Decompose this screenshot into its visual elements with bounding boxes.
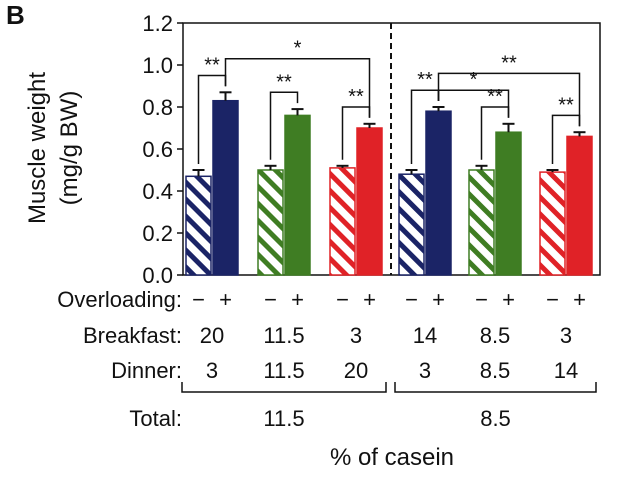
total-value: 8.5 xyxy=(480,406,511,431)
y-tick-label: 0.6 xyxy=(142,137,173,162)
bar-control xyxy=(468,169,495,276)
significance-bracket xyxy=(437,72,581,127)
y-tick-label: 0.0 xyxy=(142,263,173,288)
overloading-minus: − xyxy=(475,287,488,312)
dinner-value: 3 xyxy=(206,358,218,383)
bar-control xyxy=(329,167,356,276)
overloading-minus: − xyxy=(336,287,349,312)
significance-label: ** xyxy=(501,52,517,74)
bar-control xyxy=(257,169,284,276)
bar-overloaded xyxy=(566,135,593,276)
significance-bracket xyxy=(224,57,371,118)
significance-label: ** xyxy=(276,71,292,93)
bar-overloaded xyxy=(284,114,311,276)
total-bracket xyxy=(394,382,597,393)
bar-overloaded xyxy=(212,99,239,276)
significance-bracket xyxy=(269,91,299,160)
significance-label: ** xyxy=(204,55,220,77)
significance-label: ** xyxy=(487,86,503,108)
significance-label: ** xyxy=(348,86,364,108)
y-axis-title-line2: (mg/g BW) xyxy=(56,91,83,206)
x-axis-title: % of casein xyxy=(330,444,454,471)
significance-bracket xyxy=(480,106,510,160)
bar-overloaded xyxy=(356,127,383,276)
dinner-value: 20 xyxy=(344,358,368,383)
dinner-row-label: Dinner: xyxy=(111,358,182,383)
plot-area: 0.00.20.40.60.81.01.2− +203− +11.511.5− +32… xyxy=(142,11,601,431)
significance-bracket xyxy=(437,89,510,118)
y-axis-title-line1: Muscle weight xyxy=(24,72,51,224)
y-tick-label: 1.0 xyxy=(142,53,173,78)
y-tick-label: 1.2 xyxy=(142,11,173,36)
overloading-plus: + xyxy=(363,287,376,312)
overloading-plus: + xyxy=(573,287,586,312)
overloading-plus: + xyxy=(432,287,445,312)
breakfast-value: 3 xyxy=(560,323,572,348)
breakfast-value: 3 xyxy=(350,323,362,348)
y-tick-label: 0.2 xyxy=(142,221,173,246)
breakfast-value: 20 xyxy=(200,323,224,348)
breakfast-value: 11.5 xyxy=(263,323,304,348)
overloading-minus: − xyxy=(264,287,277,312)
total-row-label: Total: xyxy=(129,406,182,431)
significance-label: * xyxy=(294,38,302,60)
significance-label: * xyxy=(470,69,478,91)
bar-overloaded xyxy=(495,131,522,276)
breakfast-row-label: Breakfast: xyxy=(83,323,182,348)
overloading-minus: − xyxy=(192,287,205,312)
significance-bracket xyxy=(551,114,581,164)
bar-control xyxy=(539,171,566,276)
total-bracket xyxy=(181,382,387,393)
overloading-minus: − xyxy=(405,287,418,312)
bar-control xyxy=(185,175,212,276)
dinner-value: 14 xyxy=(554,358,578,383)
dinner-value: 3 xyxy=(419,358,431,383)
breakfast-value: 8.5 xyxy=(480,323,511,348)
overloading-minus: − xyxy=(546,287,559,312)
significance-label: ** xyxy=(558,94,574,116)
overloading-plus: + xyxy=(502,287,515,312)
significance-label: ** xyxy=(417,69,433,91)
total-value: 11.5 xyxy=(263,406,304,431)
overloading-row-label: Overloading: xyxy=(57,287,182,312)
y-tick-label: 0.8 xyxy=(142,95,173,120)
y-tick-label: 0.4 xyxy=(142,179,173,204)
dinner-value: 11.5 xyxy=(263,358,304,383)
bar-control xyxy=(398,173,425,276)
panel-label: B xyxy=(6,0,25,30)
breakfast-value: 14 xyxy=(413,323,437,348)
overloading-plus: + xyxy=(219,287,232,312)
bar-overloaded xyxy=(425,110,452,276)
dinner-value: 8.5 xyxy=(480,358,511,383)
significance-bracket xyxy=(341,106,371,160)
y-axis-title: Muscle weight (mg/g BW) xyxy=(24,72,83,224)
overloading-plus: + xyxy=(291,287,304,312)
